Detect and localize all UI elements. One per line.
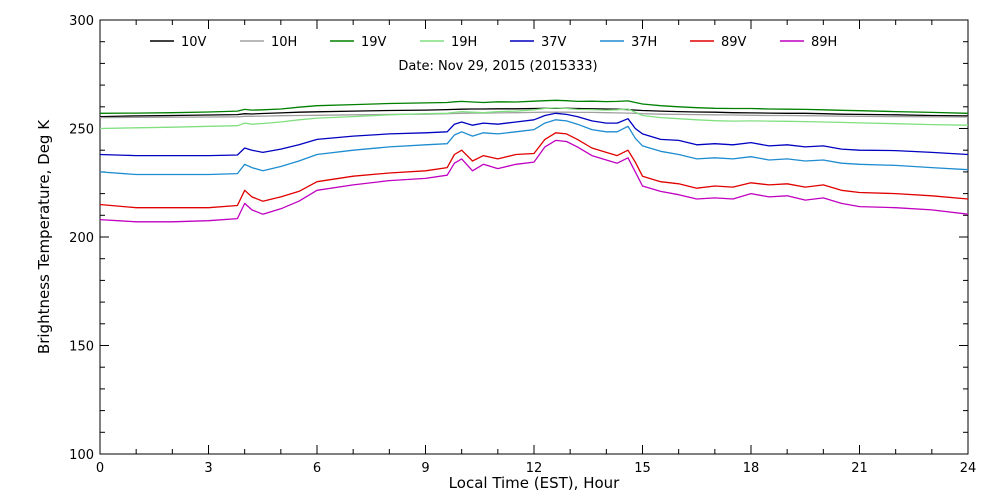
x-tick-label: 0 xyxy=(96,461,104,476)
legend-label-37v: 37V xyxy=(541,35,567,50)
legend-label-89h: 89H xyxy=(811,35,837,50)
series-line-10h xyxy=(99,111,969,119)
y-tick-label: 300 xyxy=(69,14,94,29)
x-tick-label: 24 xyxy=(960,461,977,476)
chart-title: Date: Nov 29, 2015 (2015333) xyxy=(398,59,597,74)
series-line-19v xyxy=(99,99,969,114)
x-axis-label: Local Time (EST), Hour xyxy=(449,474,620,492)
legend-label-19v: 19V xyxy=(361,35,387,50)
legend: 10V 10H 19V 19H 37V 37H 89V 89H xyxy=(150,35,837,50)
x-tick-label: 9 xyxy=(421,461,429,476)
plot-frame xyxy=(99,19,969,455)
legend-label-37h: 37H xyxy=(631,35,657,50)
legend-label-10v: 10V xyxy=(181,35,207,50)
y-tick-label: 250 xyxy=(69,123,94,138)
legend-label-19h: 19H xyxy=(451,35,477,50)
y-axis-label: Brightness Temperature, Deg K xyxy=(35,119,53,354)
series-lines xyxy=(99,99,969,223)
x-tick-label: 6 xyxy=(313,461,321,476)
legend-label-89v: 89V xyxy=(721,35,747,50)
axis-ticks: 0 3 6 9 12 15 18 21 24 100 150 200 250 300 xyxy=(69,14,976,476)
x-tick-label: 12 xyxy=(526,461,543,476)
y-tick-label: 150 xyxy=(69,340,94,355)
x-tick-label: 21 xyxy=(851,461,868,476)
series-line-37h xyxy=(99,119,969,176)
x-tick-label: 3 xyxy=(204,461,212,476)
series-line-89v xyxy=(99,132,969,209)
series-line-19h xyxy=(99,107,969,130)
x-tick-label: 15 xyxy=(634,461,651,476)
y-tick-label: 200 xyxy=(69,231,94,246)
series-line-89h xyxy=(99,139,969,223)
legend-label-10h: 10H xyxy=(271,35,297,50)
series-line-37v xyxy=(99,112,969,157)
x-tick-label: 18 xyxy=(743,461,760,476)
y-tick-label: 100 xyxy=(69,448,94,463)
